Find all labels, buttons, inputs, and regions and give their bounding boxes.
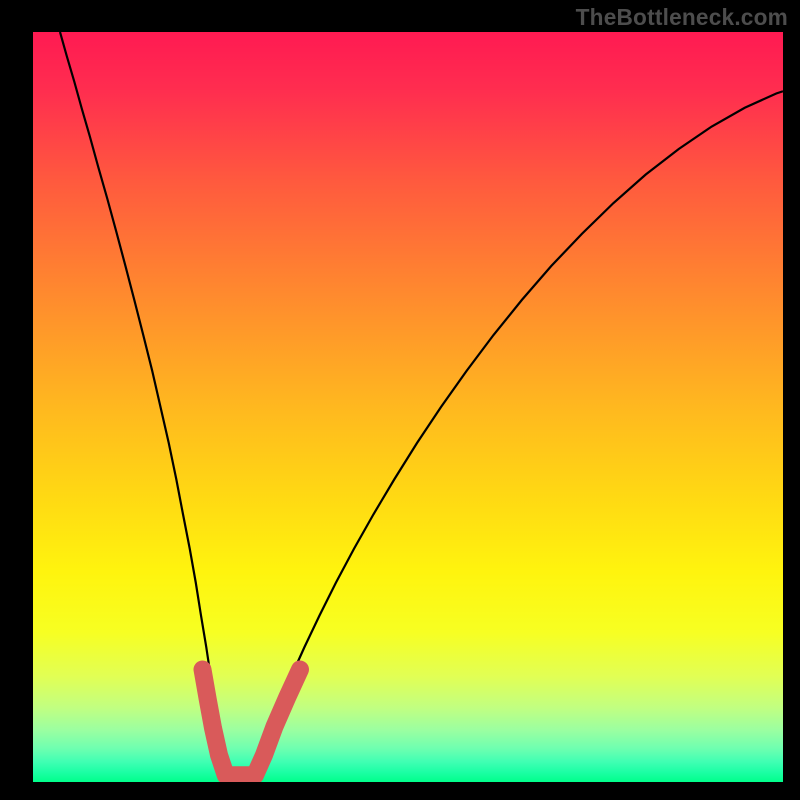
chart-stage: TheBottleneck.com bbox=[0, 0, 800, 800]
watermark-text: TheBottleneck.com bbox=[576, 4, 788, 31]
marker-path bbox=[203, 670, 301, 776]
plot-area bbox=[33, 32, 783, 782]
bottleneck-highlight-marker bbox=[33, 32, 783, 782]
